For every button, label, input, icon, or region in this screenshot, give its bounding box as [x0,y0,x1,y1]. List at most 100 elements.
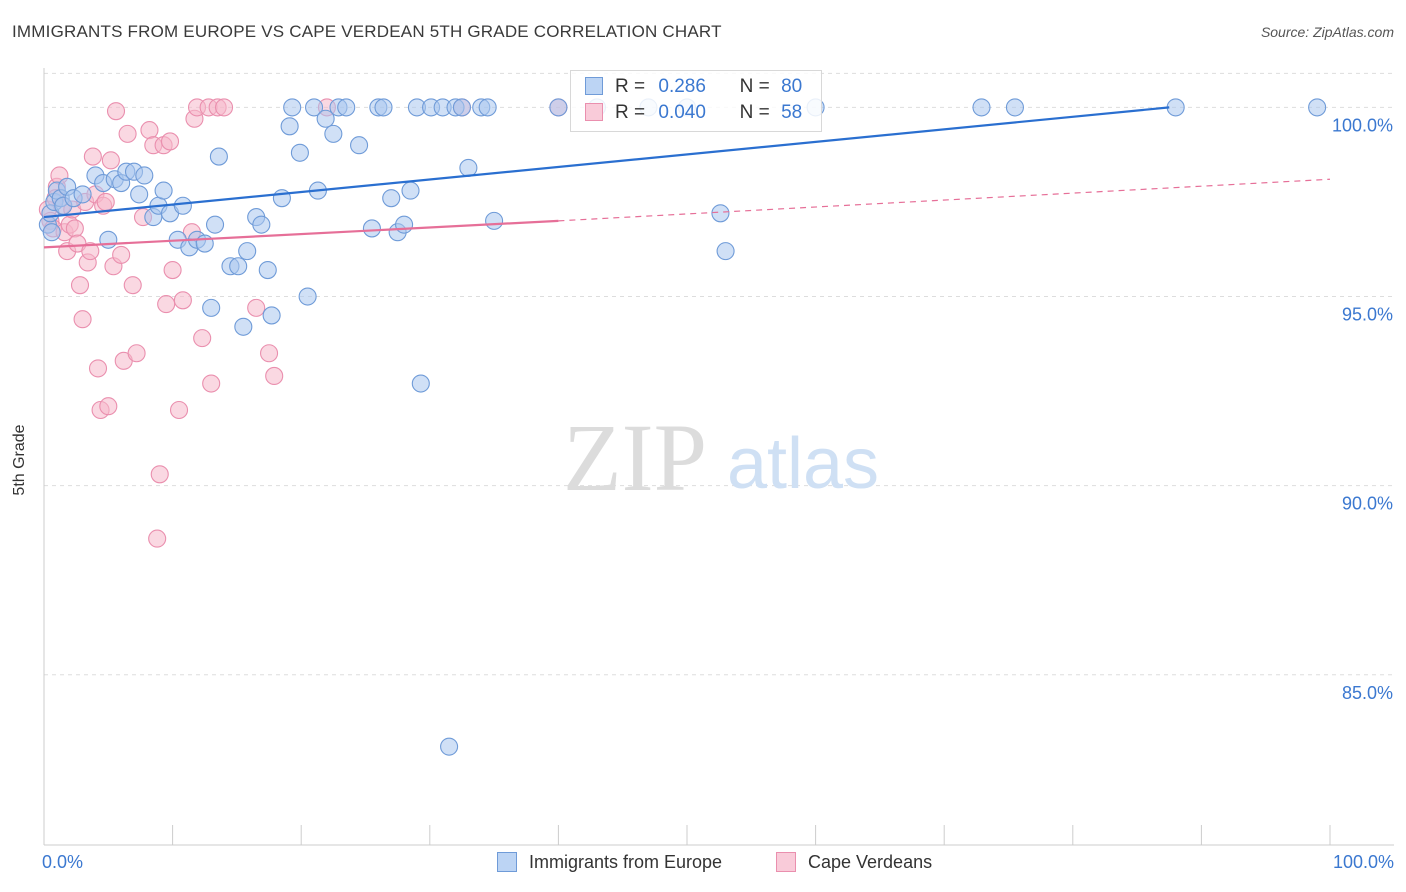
data-point [83,147,102,166]
y-tick-label: 90.0% [1342,494,1393,514]
data-point [73,185,92,204]
data-point [193,329,212,348]
legend-label: Cape Verdeans [808,852,933,872]
x-tick-label-max: 100.0% [1332,852,1394,872]
data-point [118,124,137,143]
trend-line-cape-verdeans [43,219,559,249]
data-point [88,359,108,378]
data-point [247,298,266,317]
data-point [130,185,149,204]
data-point [127,344,146,363]
legend-n-label: N = [739,102,770,123]
data-point [298,287,317,306]
data-point [81,242,100,261]
data-point [42,223,61,242]
chart-title: IMMIGRANTS FROM EUROPE VS CAPE VERDEAN 5… [12,22,722,41]
legend-swatch-pink [585,103,603,121]
data-point [214,98,234,117]
data-point [395,215,414,234]
axes [43,68,1394,846]
data-point [280,117,299,136]
data-point [305,98,324,117]
data-point [73,310,92,329]
data-point [202,374,221,393]
data-point [452,98,472,117]
legend-swatch-blue [497,852,517,872]
data-point [135,166,154,185]
data-point [96,192,115,212]
legend-row-cape-verdeans: R = 0.040 N = 58 [585,102,802,126]
data-point [259,344,279,363]
legend-n-value: 80 [781,76,803,97]
data-point [173,291,192,310]
trend-line-europe [43,106,1170,219]
data-point [112,245,131,264]
data-point [374,98,393,117]
data-point [123,276,142,295]
data-point [150,465,169,484]
legend-n-value: 58 [781,102,803,123]
data-point [195,234,214,253]
data-point [362,219,381,238]
data-point [549,98,568,117]
legend-label: Immigrants from Europe [529,852,723,872]
series-immigrants-from-europe [38,98,1327,756]
data-point [324,124,343,143]
data-point [160,132,180,151]
data-point [401,181,420,200]
y-tick-label: 100.0% [1332,115,1393,135]
data-point [148,529,167,548]
data-point [229,257,248,276]
data-point [316,109,335,128]
data-point [99,230,118,249]
data-point [459,158,478,177]
source-label: Source: ZipAtlas.com [1260,24,1394,40]
data-point [140,121,159,140]
legend-swatch-blue [585,77,603,95]
data-point [350,136,369,155]
data-point [99,397,118,416]
data-point [1308,98,1327,117]
correlation-legend: R = 0.286 N = 80 R = 0.040 N = 58 [570,70,822,132]
legend-item-europe: Immigrants from Europe [497,852,722,873]
legend-row-europe: R = 0.286 N = 80 [585,76,802,100]
legend-n-label: N = [739,76,770,97]
data-point [290,143,309,162]
data-point [173,196,192,215]
data-point [101,151,120,170]
data-point [258,260,277,280]
data-point [209,147,228,166]
data-point [440,737,459,756]
data-point [205,215,225,234]
data-point [163,260,182,280]
data-point [1166,98,1185,117]
data-point [1005,98,1024,117]
data-point [157,295,176,314]
watermark: ZIP atlas [563,404,879,511]
data-point [262,306,281,325]
data-point [411,374,430,393]
data-point [711,204,730,223]
data-point [202,298,221,317]
trend-lines [43,106,1331,249]
y-tick-label: 85.0% [1342,683,1393,703]
data-point [716,242,735,261]
data-point [265,366,284,386]
legend-r-label: R = [615,76,646,97]
series-cape-verdeans [38,98,568,548]
data-point [485,211,504,230]
watermark-zip: ZIP [563,404,707,511]
data-point [70,276,90,295]
data-point [65,219,84,238]
y-tick-label: 95.0% [1342,305,1393,325]
legend-r-value: 0.040 [658,102,706,123]
data-point [283,98,302,117]
legend-swatch-pink [776,852,796,872]
data-point [337,98,356,117]
data-point [252,215,271,234]
trend-line-cape-verdeans-extrapolated [558,178,1331,222]
data-point [972,98,991,117]
legend-item-cape-verdeans: Cape Verdeans [776,852,932,873]
data-point [169,400,189,420]
